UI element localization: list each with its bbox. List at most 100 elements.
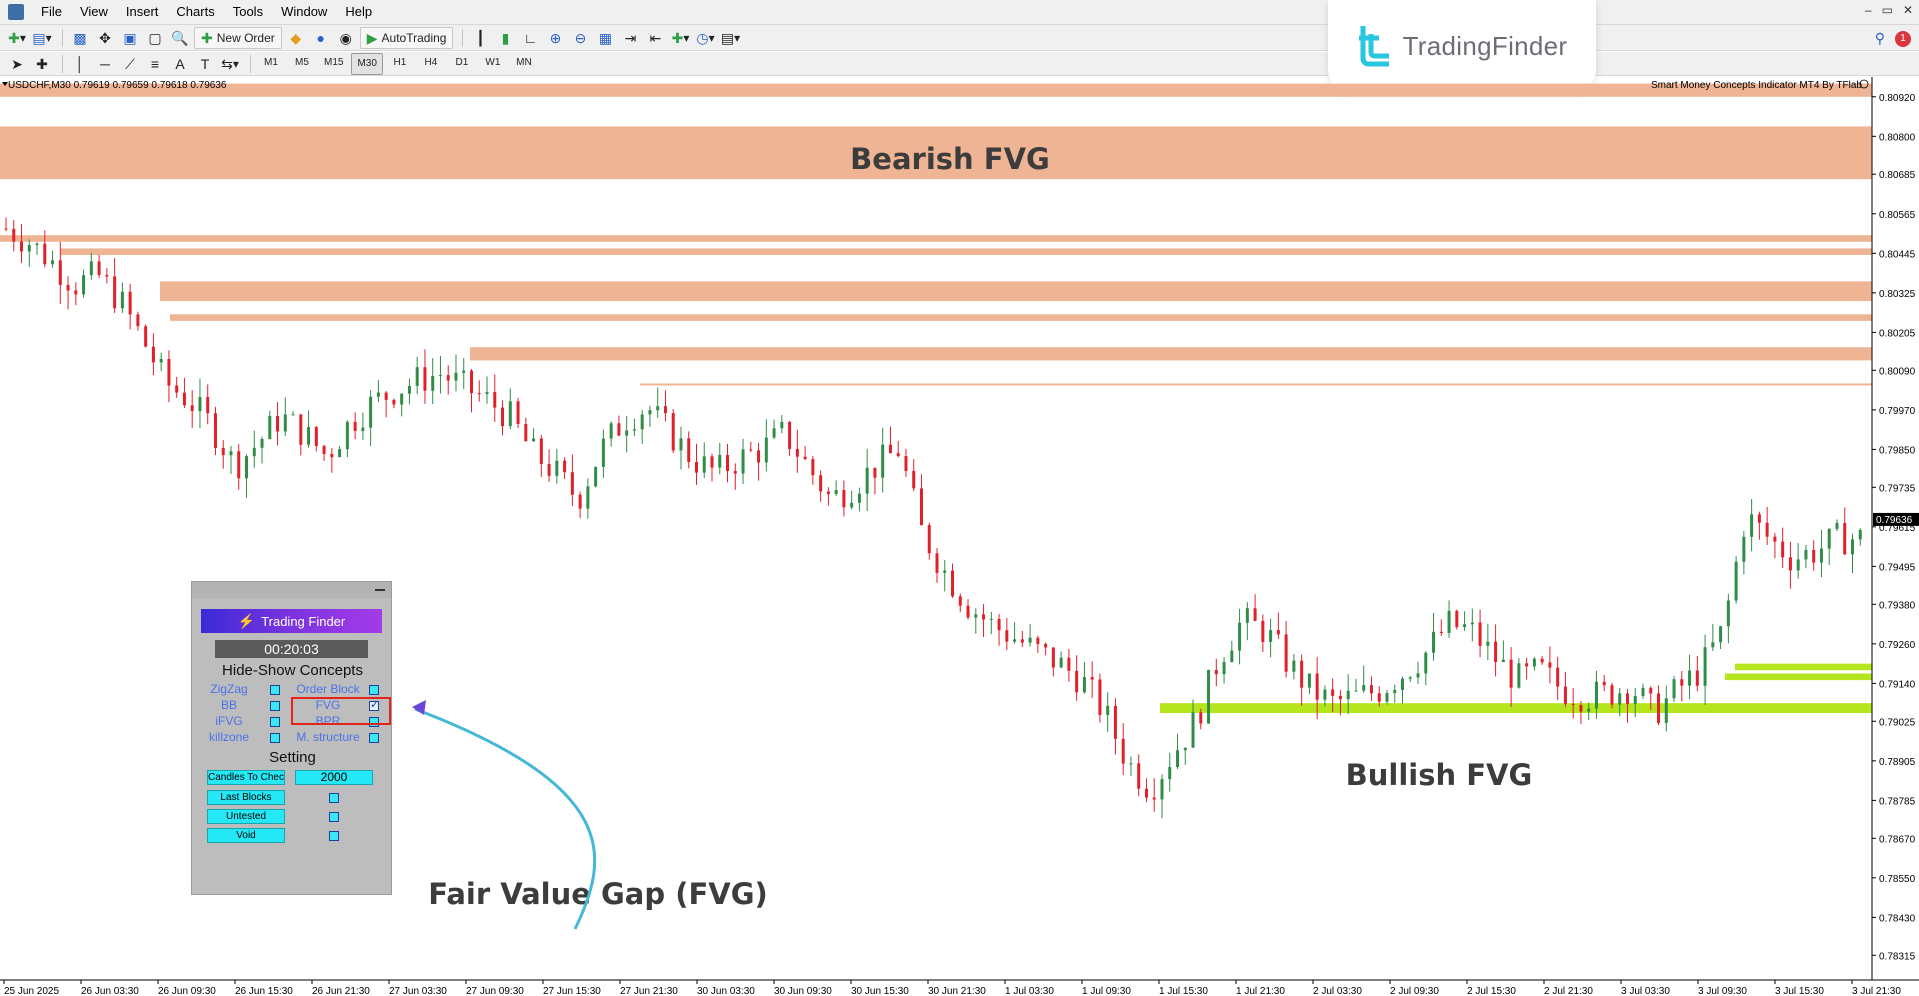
concept-bb-checkbox[interactable] [270, 701, 280, 711]
concept-ifvg-checkbox[interactable] [270, 717, 280, 727]
search-icon[interactable]: ⚲ [1874, 30, 1885, 46]
void-button[interactable]: Void [207, 828, 285, 843]
metaeditor-icon[interactable]: ◆ [290, 29, 302, 46]
axes: 0.80920 0.80800 0.80685 0.80565 0.80445 0.803… [0, 77, 1919, 996]
candle-body [1439, 631, 1443, 633]
candle-body [1253, 608, 1257, 621]
restore-icon[interactable]: ▭ [1881, 3, 1893, 17]
arrows-icon[interactable]: ⇆ ▾ [221, 55, 239, 72]
candle-body [438, 375, 442, 377]
time-tick-label: 1 Jul 03:30 [1005, 986, 1054, 996]
timeframe-m30[interactable]: M30 [351, 52, 383, 75]
candle-body [563, 460, 567, 473]
void-checkbox[interactable] [329, 831, 339, 841]
strategy-tester-icon[interactable]: 🔍 [171, 29, 189, 46]
autoscroll-icon[interactable]: ⇤ [649, 29, 662, 46]
price-tick-label: 0.78315 [1879, 951, 1916, 962]
candle-body [1284, 634, 1288, 672]
timeframe-m5[interactable]: M5 [295, 57, 309, 68]
channel-icon[interactable]: ≡ [150, 55, 160, 72]
price-tick-label: 0.78785 [1879, 796, 1916, 807]
concept-zigzag-checkbox[interactable] [270, 685, 280, 695]
brand-logo-card: TradingFinder [1328, 0, 1596, 92]
new-order-button[interactable]: ✚ New Order [194, 26, 282, 49]
zoom-in-icon[interactable]: ⊕ [549, 29, 562, 46]
crosshair-icon[interactable]: ✚ [36, 55, 48, 72]
candle-body [1129, 763, 1133, 765]
concept-killzone-checkbox[interactable] [270, 733, 280, 743]
close-icon[interactable]: ✕ [1902, 3, 1913, 17]
concept-orderblock-checkbox[interactable] [369, 685, 379, 695]
candle-body [128, 291, 132, 315]
notification-badge[interactable]: 1 [1895, 30, 1911, 47]
cursor-icon[interactable]: ➤ [11, 55, 23, 72]
menu-charts[interactable]: Charts [176, 4, 215, 19]
candle-body [97, 261, 101, 275]
templates-icon[interactable]: ▤ ▾ [720, 29, 741, 46]
menu-window[interactable]: Window [281, 4, 328, 19]
bar-chart-icon[interactable]: ┃ [476, 29, 485, 46]
market-icon[interactable]: ◉ [339, 29, 352, 46]
last-blocks-button[interactable]: Last Blocks [207, 790, 285, 805]
candle-body [516, 401, 520, 424]
timeframe-m15[interactable]: M15 [324, 57, 344, 68]
profiles-icon[interactable]: ▤ ▾ [32, 29, 52, 46]
vertical-line-icon[interactable]: │ [75, 55, 85, 72]
candle-body [578, 494, 582, 509]
menu-insert[interactable]: Insert [125, 4, 159, 19]
price-tick-label: 0.79025 [1879, 717, 1916, 728]
candle-body [144, 326, 148, 347]
zoom-out-icon[interactable]: ⊖ [574, 29, 587, 46]
menu-tools[interactable]: Tools [232, 4, 264, 19]
indicators-icon[interactable]: ✚ ▾ [671, 29, 690, 46]
candle-body [1788, 557, 1792, 571]
horizontal-line-icon[interactable]: ─ [100, 55, 110, 72]
candle-body [896, 453, 900, 457]
menu-view[interactable]: View [79, 4, 108, 19]
untested-checkbox[interactable] [329, 812, 339, 822]
line-chart-icon[interactable]: ∟ [523, 29, 538, 46]
candlestick-icon[interactable]: ▮ [501, 29, 510, 46]
candle-body [113, 276, 117, 309]
concept-bpr-checkbox[interactable] [369, 717, 379, 727]
candle-body [1633, 695, 1637, 705]
window-controls: – ▭ ✕ [1865, 3, 1913, 17]
new-chart-icon[interactable]: ✚ ▾ [8, 29, 26, 46]
minimize-panel-icon[interactable] [375, 589, 385, 591]
timeframe-h1[interactable]: H1 [393, 57, 407, 68]
terminal-icon[interactable]: ▢ [148, 29, 162, 46]
signals-icon[interactable]: ● [316, 29, 325, 46]
periods-icon[interactable]: ◷ ▾ [696, 29, 715, 46]
timeframe-h4[interactable]: H4 [424, 57, 438, 68]
untested-button[interactable]: Untested [207, 809, 285, 824]
text-label-icon[interactable]: T [200, 55, 210, 72]
candle-body [1106, 705, 1110, 715]
symbol-info: USDCHF,M30 0.79619 0.79659 0.79618 0.796… [8, 80, 227, 91]
navigator-icon[interactable]: ▣ [123, 29, 137, 46]
timeframe-mn[interactable]: MN [516, 57, 532, 68]
trendline-icon[interactable]: ⟋ [125, 55, 135, 72]
autotrading-button[interactable]: ▶ AutoTrading [359, 26, 454, 49]
timeframe-m1[interactable]: M1 [264, 57, 278, 68]
concept-mstructure-checkbox[interactable] [369, 733, 379, 743]
tile-windows-icon[interactable]: ▦ [598, 29, 613, 46]
last-blocks-checkbox[interactable] [329, 793, 339, 803]
market-watch-icon[interactable]: ▩ [73, 29, 87, 46]
candle-body [648, 410, 652, 415]
symbol-dropdown-icon[interactable] [2, 82, 8, 86]
menu-help[interactable]: Help [345, 4, 373, 19]
menu-file[interactable]: File [41, 4, 62, 19]
candle-body [694, 462, 698, 473]
minimize-icon[interactable]: – [1864, 3, 1872, 17]
candle-body [632, 429, 636, 431]
timeframe-w1[interactable]: W1 [485, 57, 501, 68]
price-chart[interactable]: 0.80920 0.80800 0.80685 0.80565 0.80445 0.803… [0, 77, 1919, 996]
data-window-icon[interactable]: ✥ [99, 29, 111, 46]
chart-shift-icon[interactable]: ⇥ [624, 29, 637, 46]
text-icon[interactable]: A [175, 55, 185, 72]
timeframe-d1[interactable]: D1 [455, 57, 469, 68]
candles-to-check-input[interactable]: 2000 [295, 770, 373, 785]
candles-to-check-button[interactable]: Candles To Check [207, 770, 285, 785]
concept-fvg-checkbox[interactable] [369, 698, 379, 711]
candle-body [221, 447, 225, 456]
